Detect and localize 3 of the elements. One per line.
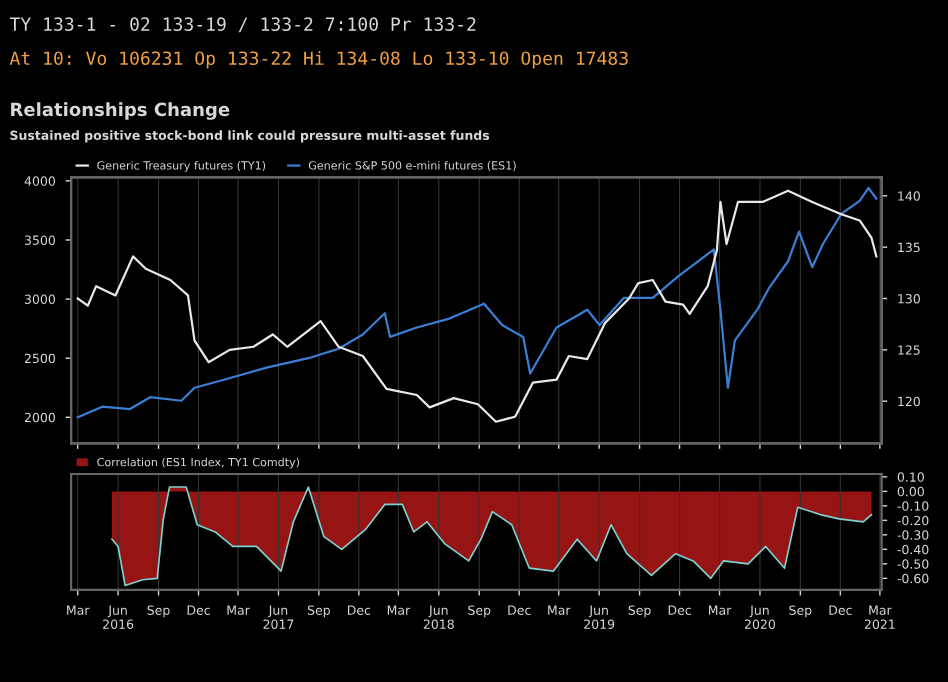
chart-title: Relationships Change xyxy=(11,102,230,120)
text: At 10: Vo 106231 Op 133-22 Hi 134-08 Lo 133-10 Open 17483 xyxy=(9,51,628,69)
text: TY 133-1 - 02 133-19 / 133-2 7:100 Pr 133-2 xyxy=(9,17,476,33)
